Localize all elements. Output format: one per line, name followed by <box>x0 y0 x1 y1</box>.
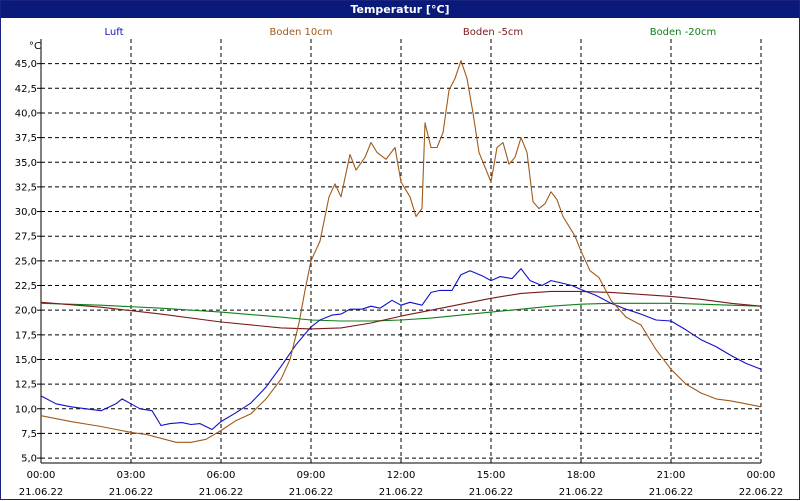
x-tick-time: 15:00 <box>477 470 506 481</box>
x-axis-labels: 00:00 21.06.22 03:00 21.06.22 06:00 21.06.22 0… <box>19 470 784 498</box>
x-tick-date: 21.06.22 <box>379 487 424 498</box>
y-tick-label: 22,5 <box>15 281 37 292</box>
y-tick-label: 45,0 <box>15 59 37 70</box>
grid <box>40 39 762 463</box>
x-tick-time: 18:00 <box>567 470 596 481</box>
x-tick-time: 12:00 <box>387 470 416 481</box>
x-tick-time: 06:00 <box>207 470 236 481</box>
x-tick-date: 21.06.22 <box>289 487 334 498</box>
x-tick-time: 09:00 <box>297 470 326 481</box>
x-tick-time: 00:00 <box>27 470 56 481</box>
y-tick-label: 37,5 <box>15 133 37 144</box>
series-line-boden-20cm <box>40 302 762 322</box>
series-lines <box>40 60 762 443</box>
y-tick-label: 42,5 <box>15 84 37 95</box>
y-tick-label: 7,5 <box>21 429 37 440</box>
y-axis-unit: °C <box>29 41 41 52</box>
legend-item-boden-10cm: Boden 10cm <box>270 27 333 38</box>
x-tick-date: 21.06.22 <box>559 487 604 498</box>
chart-title: Temperatur [°C] <box>1 1 799 18</box>
x-tick-date: 21.06.22 <box>199 487 244 498</box>
y-tick-label: 25,0 <box>15 256 37 267</box>
y-tick-label: 30,0 <box>15 207 37 218</box>
legend-item-boden-5cm: Boden -5cm <box>463 27 523 38</box>
axes <box>37 39 761 464</box>
y-tick-label: 12,5 <box>15 380 37 391</box>
y-tick-label: 35,0 <box>15 158 37 169</box>
y-tick-label: 17,5 <box>15 330 37 341</box>
legend-item-boden-20cm: Boden -20cm <box>650 27 717 38</box>
y-tick-label: 20,0 <box>15 306 37 317</box>
legend: Luft Boden 10cm Boden -5cm Boden -20cm <box>105 27 717 38</box>
x-tick-date: 21.06.22 <box>469 487 514 498</box>
x-tick-time: 21:00 <box>657 470 686 481</box>
x-tick-time: 03:00 <box>117 470 146 481</box>
series-line-luft <box>40 268 762 431</box>
series-line-boden-5cm <box>40 290 762 330</box>
y-tick-label: 10,0 <box>15 404 37 415</box>
x-tick-date: 21.06.22 <box>109 487 154 498</box>
y-tick-label: 27,5 <box>15 232 37 243</box>
legend-item-luft: Luft <box>105 27 124 38</box>
x-tick-date: 22.06.22 <box>739 487 784 498</box>
y-tick-label: 40,0 <box>15 108 37 119</box>
x-tick-date: 21.06.22 <box>649 487 694 498</box>
y-tick-label: 32,5 <box>15 182 37 193</box>
x-tick-date: 21.06.22 <box>19 487 64 498</box>
y-tick-label: 15,0 <box>15 355 37 366</box>
y-axis-labels: 5,0 7,5 10,0 12,5 15,0 17,5 20,0 22,5 25,0 27,5 30… <box>15 59 37 464</box>
y-tick-label: 5,0 <box>21 454 37 465</box>
series-line-boden-10cm <box>40 60 762 443</box>
x-tick-time: 00:00 <box>747 470 776 481</box>
